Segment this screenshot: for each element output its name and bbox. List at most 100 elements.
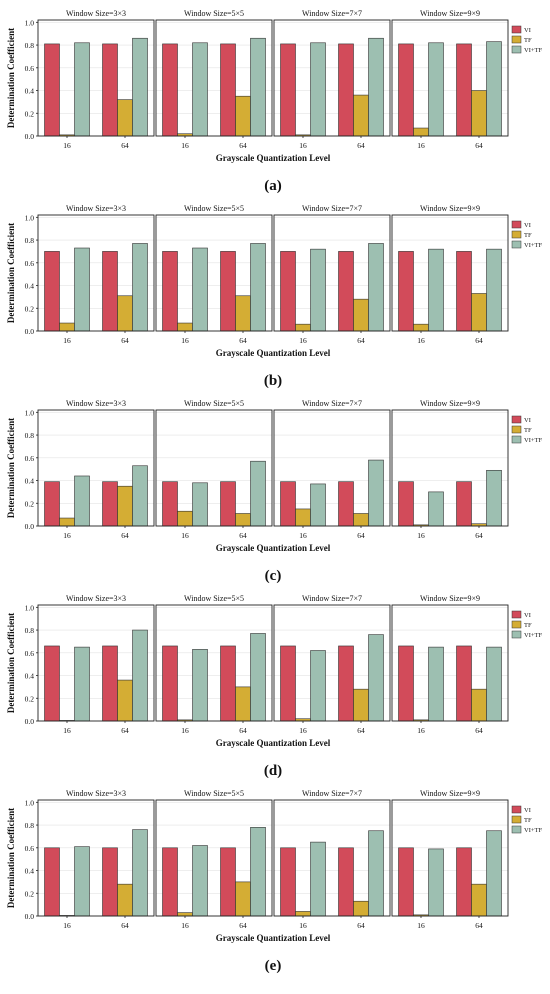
bar-vi-tf-16 (428, 491, 444, 527)
subplot-frame (273, 799, 391, 917)
x-tick-label: 64 (121, 726, 129, 735)
bar-vi-tf-16 (310, 841, 326, 917)
subplot-frame (391, 799, 509, 917)
bar-tf-64 (117, 485, 133, 527)
bar-vi-tf-64 (132, 465, 148, 527)
bar-tf-64 (471, 293, 487, 332)
subplot-frame (391, 19, 509, 137)
subplot-title: Window Size=7×7 (302, 204, 362, 213)
subplot-frame (155, 799, 273, 917)
y-tick-label: 0.4 (25, 867, 35, 876)
legend-label: VI+TF (524, 242, 542, 249)
subplot-frame (391, 604, 509, 722)
subplot-window-3: Window Size=7×7 16 64 (273, 204, 391, 345)
y-tick-label: 0.0 (25, 327, 35, 336)
bar-vi-tf-64 (486, 469, 502, 527)
legend-label: TF (524, 232, 532, 239)
subplot-title: Window Size=3×3 (66, 399, 126, 408)
subplot-title: Window Size=3×3 (66, 789, 126, 798)
legend-swatch (511, 805, 522, 814)
bar-vi-64 (102, 847, 118, 917)
x-tick-label: 64 (239, 531, 247, 540)
y-tick-label: 0.8 (25, 431, 35, 440)
legend-swatch (511, 415, 522, 424)
y-tick-label: 0.6 (25, 64, 35, 73)
bar-vi-tf-16 (74, 646, 90, 722)
subplot-window-3: Window Size=7×7 16 64 (273, 9, 391, 150)
y-tick-label: 0.2 (25, 889, 35, 898)
legend-label: VI (524, 27, 531, 34)
legend-label: VI+TF (524, 632, 542, 639)
bar-vi-16 (280, 251, 296, 332)
x-tick-label: 64 (239, 141, 247, 150)
subplot-title: Window Size=7×7 (302, 9, 362, 18)
legend-label: VI+TF (524, 47, 542, 54)
x-tick-label: 16 (63, 726, 71, 735)
legend-swatch (511, 220, 522, 229)
subplot-window-4: Window Size=9×9 16 64 (391, 204, 509, 345)
bar-vi-tf-64 (250, 633, 266, 722)
x-tick-label: 64 (121, 141, 129, 150)
x-tick-label: 16 (181, 336, 189, 345)
bar-vi-64 (456, 251, 472, 332)
x-tick-label: 16 (417, 336, 425, 345)
subplot-window-2: Window Size=5×5 16 64 (155, 789, 273, 930)
x-tick-label: 64 (121, 531, 129, 540)
bar-tf-16 (177, 510, 193, 527)
figure-panel-3: Determination Coefficient 0.0 0.2 0.4 0.6 0.8… (6, 399, 542, 584)
bar-vi-64 (338, 43, 354, 137)
subplot-frame (273, 409, 391, 527)
bar-vi-tf-64 (368, 37, 384, 137)
bar-vi-16 (280, 847, 296, 917)
y-axis-label: Determination Coefficient (6, 808, 16, 908)
x-tick-label: 64 (475, 531, 483, 540)
bar-vi-16 (280, 645, 296, 722)
subplot-title: Window Size=3×3 (66, 204, 126, 213)
bar-vi-tf-64 (250, 37, 266, 137)
subplot-frame (37, 214, 155, 332)
subplot-frame (273, 19, 391, 137)
y-tick-label: 0.6 (25, 844, 35, 853)
x-tick-label: 64 (239, 921, 247, 930)
legend-swatch (511, 25, 522, 34)
figure-panel-5: Determination Coefficient 0.0 0.2 0.4 0.6 0.8… (6, 789, 542, 974)
bar-vi-64 (338, 251, 354, 332)
y-axis-label: Determination Coefficient (6, 223, 16, 323)
legend-label: VI (524, 417, 531, 424)
subplot-window-1: Window Size=3×3 16 64 (37, 594, 155, 735)
bar-tf-16 (177, 322, 193, 332)
subplot-window-1: Window Size=3×3 16 64 (37, 9, 155, 150)
x-tick-label: 64 (121, 336, 129, 345)
x-tick-label: 64 (475, 921, 483, 930)
legend-label: TF (524, 427, 532, 434)
x-tick-label: 16 (63, 921, 71, 930)
subplot-window-2: Window Size=5×5 16 64 (155, 204, 273, 345)
y-axis-label: Determination Coefficient (6, 418, 16, 518)
figure-panel-1: Determination Coefficient 0.0 0.2 0.4 0.6 0.8… (6, 9, 542, 194)
y-tick-label: 1.0 (25, 798, 35, 807)
bar-vi-64 (102, 43, 118, 137)
x-axis-label: Grayscale Quantization Level (216, 543, 331, 553)
bar-vi-64 (220, 645, 236, 722)
subplot-title: Window Size=5×5 (184, 204, 244, 213)
bar-vi-64 (338, 847, 354, 917)
bar-vi-tf-16 (192, 482, 208, 527)
subplot-title: Window Size=3×3 (66, 9, 126, 18)
legend-label: TF (524, 817, 532, 824)
bar-vi-16 (44, 847, 60, 917)
subplot-title: Window Size=5×5 (184, 399, 244, 408)
subplot-frame (37, 19, 155, 137)
figure-panel-4: Determination Coefficient 0.0 0.2 0.4 0.6 0.8… (6, 594, 542, 779)
legend: VI TF VI+TF (511, 25, 542, 54)
x-axis-label: Grayscale Quantization Level (216, 738, 331, 748)
subplot-window-1: Window Size=3×3 16 64 (37, 789, 155, 930)
bar-vi-tf-64 (250, 827, 266, 917)
x-tick-label: 16 (181, 921, 189, 930)
subplot-window-2: Window Size=5×5 16 64 (155, 9, 273, 150)
x-axis-label: Grayscale Quantization Level (216, 933, 331, 943)
subplot-frame (155, 604, 273, 722)
subplot-title: Window Size=9×9 (420, 594, 480, 603)
subplot-window-4: Window Size=9×9 16 64 (391, 399, 509, 540)
bar-vi-16 (398, 847, 414, 917)
